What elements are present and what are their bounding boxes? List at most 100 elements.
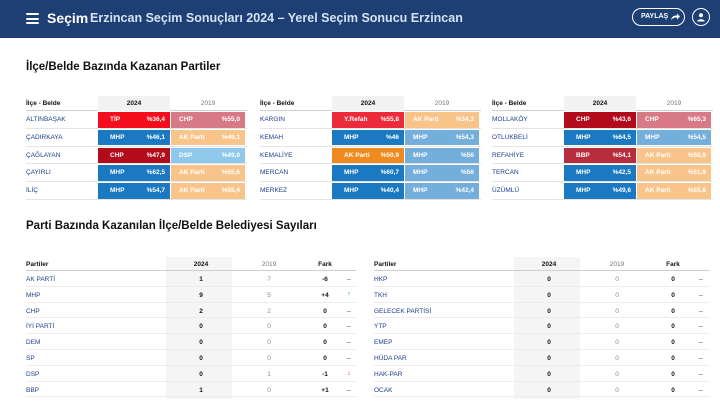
table-row[interactable]: TKH 0 0 0 _: [374, 287, 710, 303]
winner-2024-cell: MHP %64,5: [564, 129, 636, 146]
party-name-link[interactable]: TKH: [374, 291, 387, 299]
table-row[interactable]: EMEP 0 0 0 _: [374, 334, 710, 350]
party-name: CHP: [645, 116, 659, 123]
table-row[interactable]: DEM 0 0 0 _: [26, 334, 356, 350]
district-name-link[interactable]: TERCAN: [492, 169, 519, 177]
party-name-link[interactable]: SP: [26, 354, 35, 362]
vote-percentage: %64,5: [612, 133, 631, 141]
party-name-link[interactable]: CHP: [26, 307, 40, 315]
section-title-party-counts: Parti Bazında Kazanılan İlçe/Belde Beled…: [26, 220, 317, 232]
trend-arrow-icon: _: [699, 336, 703, 344]
table-row[interactable]: ALTINBAŞAK TİP %36,4 CHP %55,0: [26, 111, 247, 129]
table-row[interactable]: ÇADIRKAYA MHP %46,1 AK Parti %49,1: [26, 129, 247, 147]
party-name-link[interactable]: AK PARTİ: [26, 276, 56, 283]
table-row[interactable]: HAK-PAR 0 0 0 _: [374, 366, 710, 382]
table-row[interactable]: KEMALİYE AK Parti %50,9 MHP %56: [260, 147, 481, 165]
table-row[interactable]: TERCAN MHP %42,5 AK Parti %51,9: [492, 164, 713, 183]
vote-percentage: %51,9: [687, 169, 706, 177]
table-row[interactable]: SP 0 0 0 _: [26, 350, 356, 366]
party-name: AK Parti: [413, 116, 439, 123]
party-name-link[interactable]: HAK-PAR: [374, 370, 403, 378]
party-name: MHP: [413, 187, 428, 195]
table-row[interactable]: BBP 1 0 +1 _: [26, 382, 356, 398]
district-name-link[interactable]: KEMALİYE: [260, 151, 293, 159]
column-header-2019: 2019: [666, 100, 682, 107]
table-row[interactable]: ÇAYIRLI MHP %62,5 AK Parti %55,6: [26, 164, 247, 183]
table-row[interactable]: KEMAH MHP %46 MHP %54,3: [260, 129, 481, 147]
district-name-link[interactable]: ÇAYIRLI: [26, 169, 51, 177]
party-name: AK Parti: [179, 187, 205, 195]
district-name-link[interactable]: ÇADIRKAYA: [26, 133, 63, 141]
user-account-button[interactable]: [692, 8, 710, 26]
vote-percentage: %47,9: [146, 151, 165, 159]
vote-percentage: %56: [460, 151, 474, 159]
table-row[interactable]: MERKEZ MHP %40,4 MHP %42,4: [260, 182, 481, 200]
table-row[interactable]: HÜDA PAR 0 0 0 _: [374, 350, 710, 366]
party-name-link[interactable]: YTP: [374, 323, 387, 331]
count-2024: 0: [199, 323, 203, 331]
hamburger-menu-icon[interactable]: [26, 13, 39, 24]
table-row[interactable]: ÜZÜMLÜ MHP %49,6 AK Parti %55,8: [492, 182, 713, 200]
table-row[interactable]: OCAK 0 0 0 _: [374, 382, 710, 398]
party-name-link[interactable]: BBP: [26, 386, 40, 394]
count-difference: 0: [671, 323, 675, 331]
district-name-link[interactable]: MERKEZ: [260, 187, 288, 195]
count-difference: -6: [322, 276, 328, 283]
party-name-link[interactable]: GELECEK PARTİSİ: [374, 307, 432, 315]
table-row[interactable]: GELECEK PARTİSİ 0 0 0 _: [374, 303, 710, 319]
party-name-link[interactable]: MHP: [26, 291, 41, 299]
district-name-link[interactable]: ALTINBAŞAK: [26, 116, 66, 123]
party-name: AK Parti: [645, 151, 671, 159]
district-name-link[interactable]: MOLLAKÖY: [492, 116, 528, 123]
district-name-link[interactable]: ÜZÜMLÜ: [492, 187, 520, 195]
district-subtable: İlçe - Belde 2024 2019 ALTINBAŞAK TİP %36,4 CH…: [26, 96, 247, 200]
vote-percentage: %50,9: [687, 151, 706, 159]
district-name-link[interactable]: ÇAĞLAYAN: [26, 151, 61, 159]
party-name-link[interactable]: OCAK: [374, 386, 393, 394]
table-row[interactable]: HKP 0 0 0 _: [374, 271, 710, 287]
party-name-link[interactable]: DSP: [26, 370, 40, 378]
table-row[interactable]: MERCAN MHP %60,7 MHP %56: [260, 164, 481, 183]
table-row[interactable]: YTP 0 0 0 _: [374, 318, 710, 335]
table-row[interactable]: ÇAĞLAYAN CHP %47,9 DSP %49,0: [26, 147, 247, 165]
district-name-link[interactable]: REFAHİYE: [492, 151, 525, 159]
district-name-link[interactable]: OTLUKBELİ: [492, 133, 528, 141]
count-2019: 0: [615, 370, 619, 378]
vote-percentage: %42,4: [455, 187, 474, 195]
party-name-link[interactable]: DEM: [26, 339, 41, 347]
winner-2024-cell: BBP %54,1: [564, 147, 636, 164]
table-row[interactable]: CHP 2 2 0 _: [26, 303, 356, 319]
winner-2024-cell: Y.Refah %55,8: [332, 112, 404, 128]
table-row[interactable]: MOLLAKÖY CHP %43,6 CHP %65,3: [492, 111, 713, 129]
district-name-link[interactable]: İLİÇ: [26, 187, 38, 195]
winner-2019-cell: AK Parti %55,6: [171, 165, 245, 181]
column-header-party: Partiler: [374, 261, 397, 268]
table-row[interactable]: İYİ PARTİ 0 0 0 _: [26, 318, 356, 335]
party-name-link[interactable]: HÜDA PAR: [374, 354, 407, 362]
vote-percentage: %42,5: [612, 169, 631, 177]
district-name-link[interactable]: KARGIN: [260, 116, 285, 123]
table-row[interactable]: DSP 0 1 -1 ↓: [26, 366, 356, 382]
winner-2019-cell: MHP %56: [405, 165, 479, 181]
share-button[interactable]: PAYLAŞ: [632, 8, 685, 26]
party-name-link[interactable]: HKP: [374, 276, 388, 283]
table-row[interactable]: OTLUKBELİ MHP %64,5 MHP %54,5: [492, 129, 713, 147]
count-2024: 0: [547, 339, 551, 347]
district-name-link[interactable]: MERCAN: [260, 169, 289, 177]
district-name-link[interactable]: KEMAH: [260, 133, 284, 141]
table-row[interactable]: AK PARTİ 1 7 -6 _: [26, 271, 356, 287]
table-row[interactable]: İLİÇ MHP %54,7 AK Parti %55,4: [26, 182, 247, 200]
section-title-winning-parties: İlçe/Belde Bazında Kazanan Partiler: [26, 61, 221, 73]
party-name-link[interactable]: EMEP: [374, 339, 393, 347]
table-row[interactable]: REFAHİYE BBP %54,1 AK Parti %50,9: [492, 147, 713, 165]
party-name-link[interactable]: İYİ PARTİ: [26, 323, 55, 331]
count-difference: +4: [321, 291, 329, 299]
count-difference: 0: [671, 354, 675, 362]
vote-percentage: %54,1: [612, 151, 631, 159]
vote-percentage: %46,1: [146, 133, 165, 141]
table-row[interactable]: KARGIN Y.Refah %55,8 AK Parti %34,3: [260, 111, 481, 129]
vote-percentage: %55,8: [380, 116, 399, 123]
table-row[interactable]: MHP 9 5 +4 ↑: [26, 287, 356, 303]
brand-logo[interactable]: Seçim: [47, 10, 89, 26]
count-difference: 0: [323, 307, 327, 315]
